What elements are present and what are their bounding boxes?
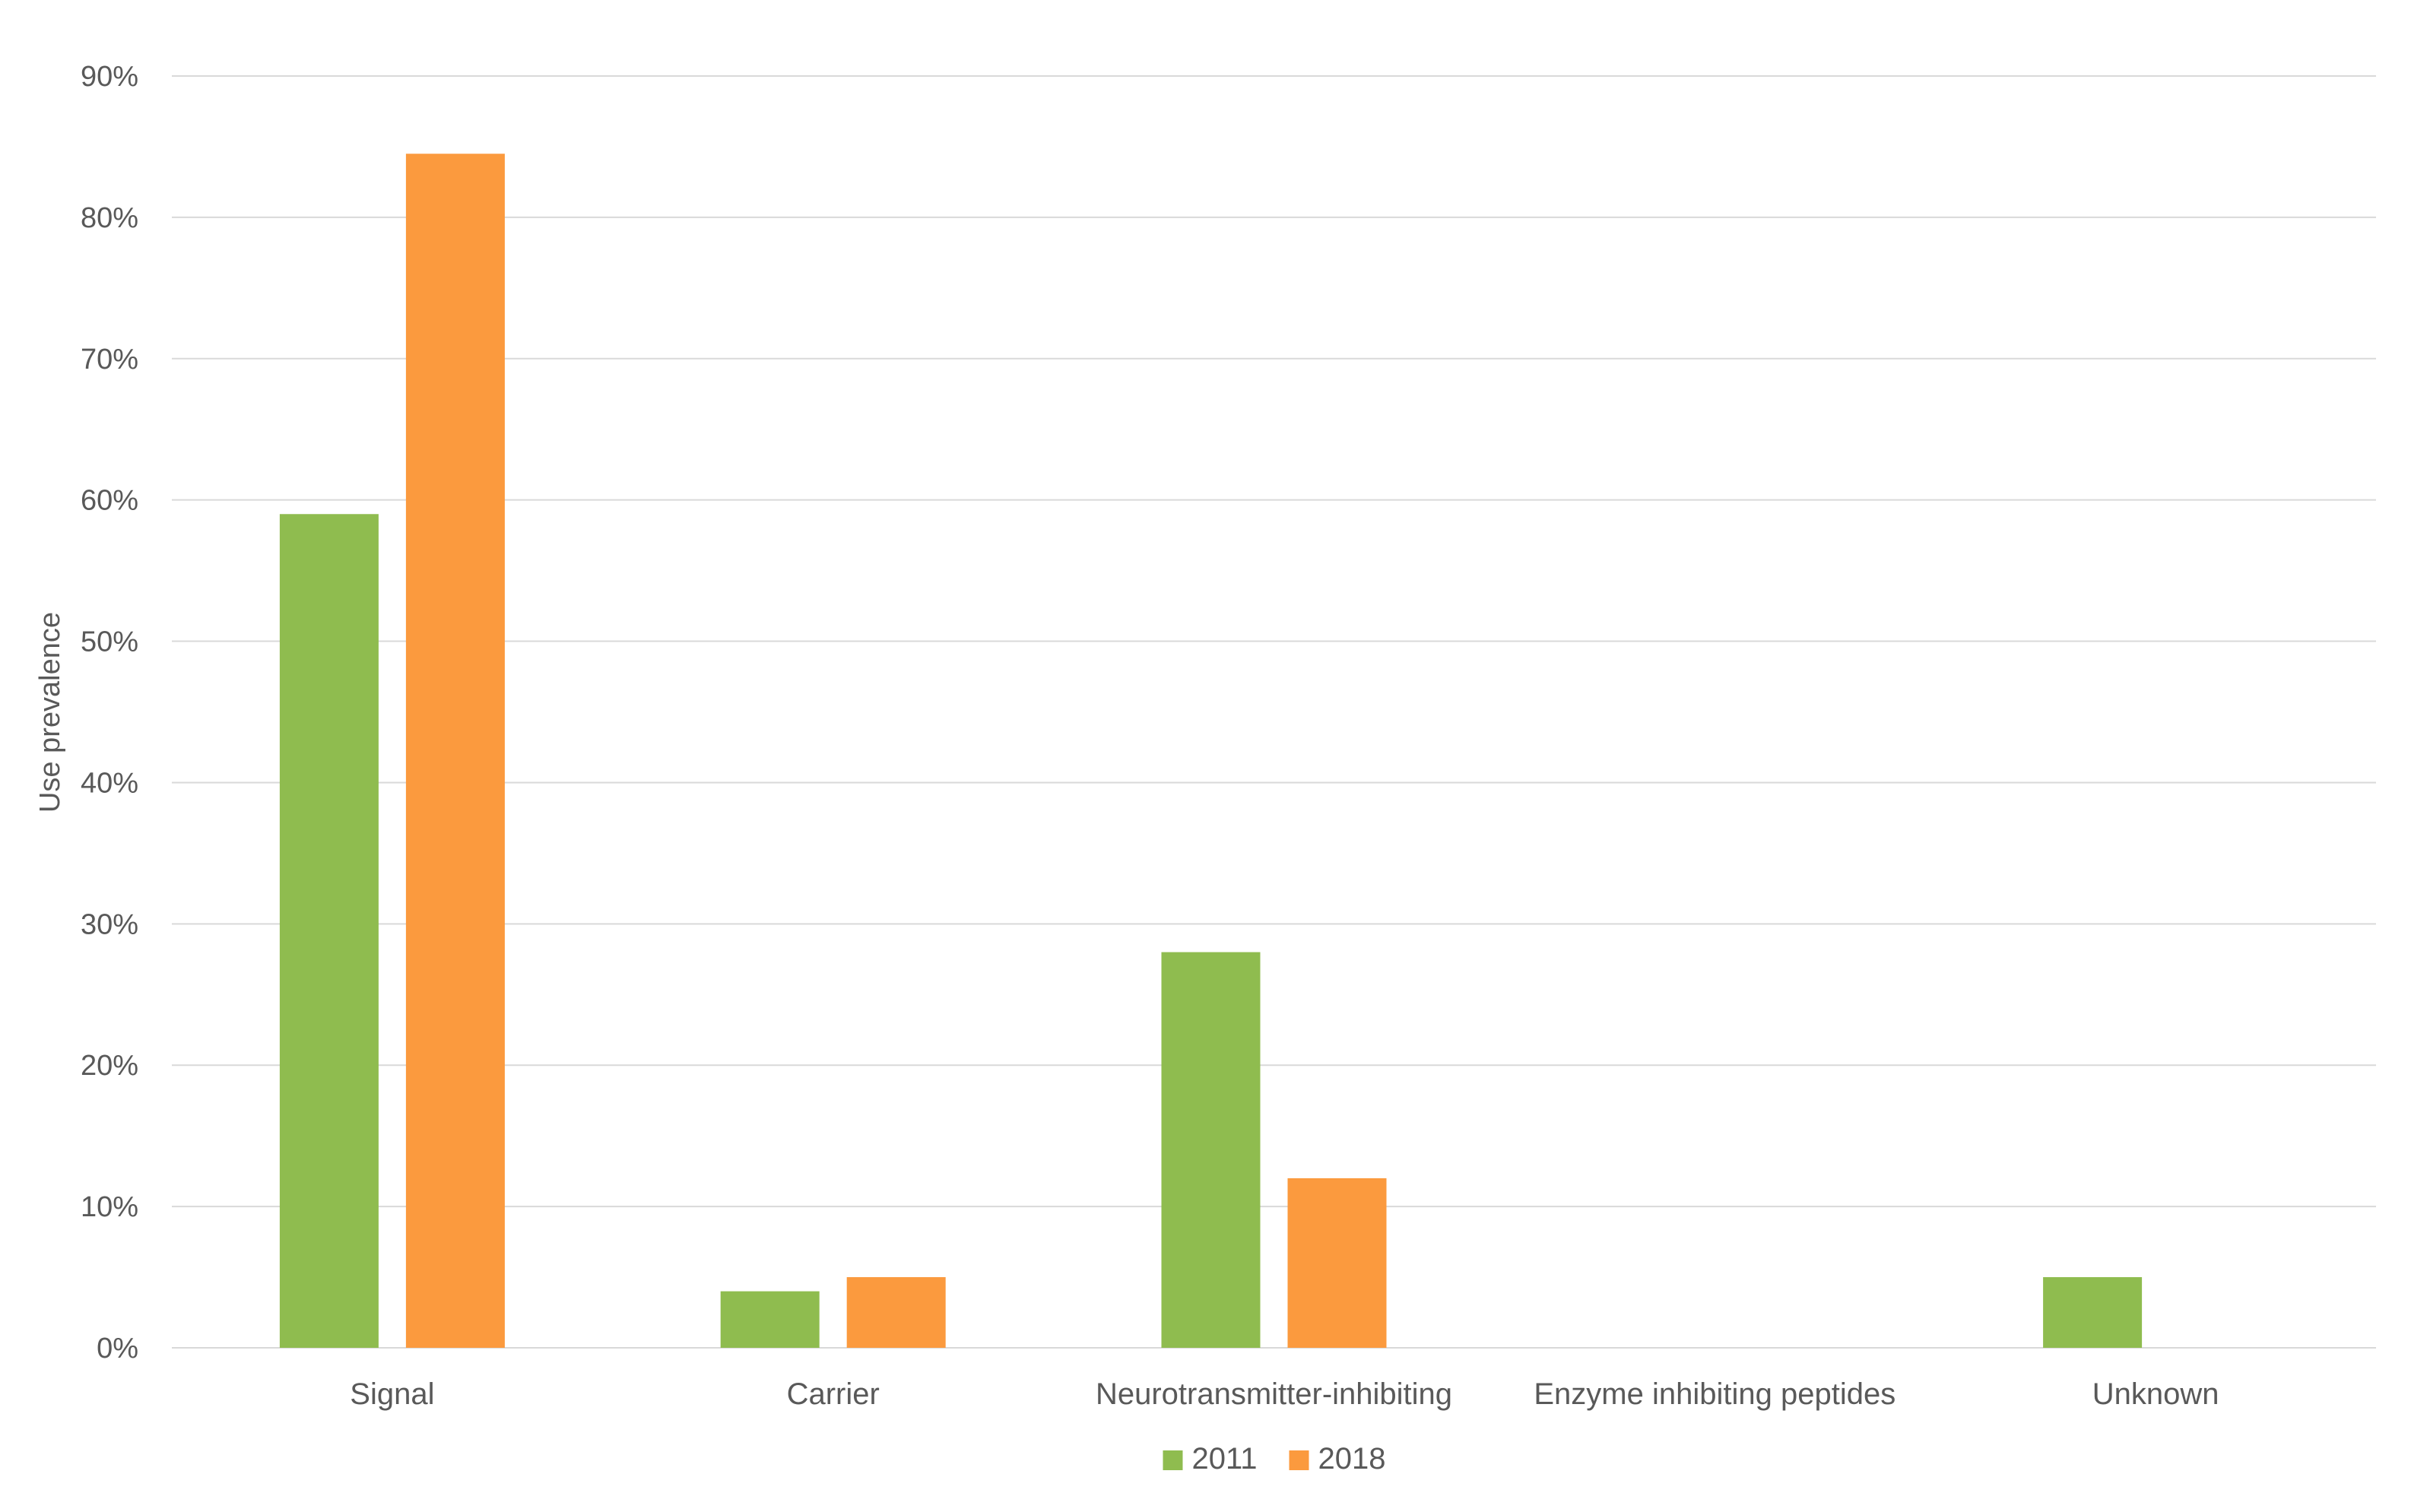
x-category-label: Unknown <box>2092 1377 2219 1411</box>
bar-2018-1 <box>846 1277 946 1348</box>
bar-2018-0 <box>405 154 505 1348</box>
bar-2011-2 <box>1161 952 1261 1348</box>
legend-label: 2011 <box>1192 1442 1258 1476</box>
y-tick-label: 30% <box>81 908 138 940</box>
bar-2018-2 <box>1287 1178 1387 1348</box>
y-axis-title: Use prevalence <box>34 612 66 813</box>
legend-label: 2018 <box>1318 1442 1386 1476</box>
x-category-label: Signal <box>350 1377 434 1411</box>
y-tick-label: 10% <box>81 1191 138 1223</box>
x-category-label: Enzyme inhibiting peptides <box>1534 1377 1895 1411</box>
y-axis-tick-labels: 0% 10% 20% 30% 40% 50% 60% 70% 80% 90% <box>81 61 138 1365</box>
y-tick-label: 20% <box>81 1050 138 1082</box>
bar-2011-4 <box>2043 1277 2143 1348</box>
gridlines <box>172 75 2376 1349</box>
legend-swatch-2018 <box>1289 1450 1309 1470</box>
bar-2011-1 <box>720 1291 820 1348</box>
x-axis-category-labels: Signal Carrier Neurotransmitter-inhibiting… <box>350 1377 2219 1411</box>
y-tick-label: 50% <box>81 626 138 658</box>
x-category-label: Carrier <box>787 1377 880 1411</box>
legend: 2011 2018 <box>1163 1442 1386 1476</box>
x-category-label: Neurotransmitter-inhibiting <box>1096 1377 1452 1411</box>
bar-2011-0 <box>279 514 379 1348</box>
y-tick-label: 70% <box>81 344 138 376</box>
bars <box>279 154 2143 1348</box>
y-tick-label: 0% <box>97 1333 138 1365</box>
y-tick-label: 90% <box>81 61 138 93</box>
y-tick-label: 80% <box>81 202 138 234</box>
legend-swatch-2011 <box>1163 1450 1183 1470</box>
y-tick-label: 40% <box>81 767 138 799</box>
y-tick-label: 60% <box>81 485 138 517</box>
